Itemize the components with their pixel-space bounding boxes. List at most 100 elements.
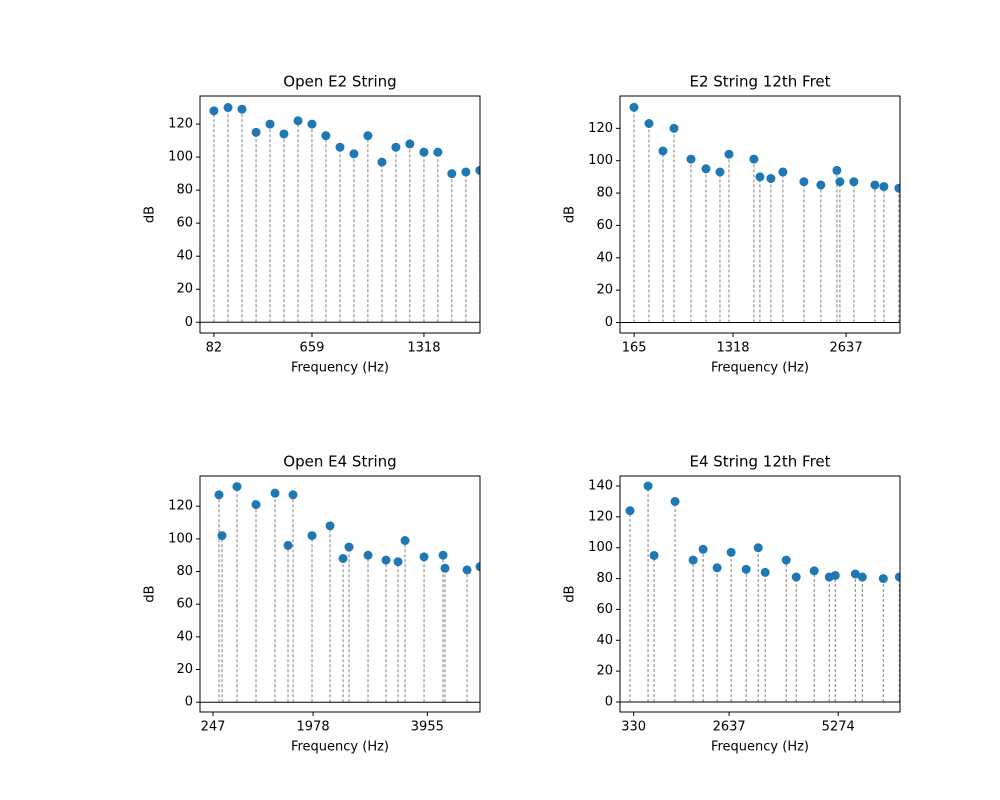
x-axis-label: Frequency (Hz) xyxy=(291,361,389,376)
chart-title: Open E4 String xyxy=(283,453,396,471)
y-tick-label: 60 xyxy=(596,602,613,617)
y-tick-label: 80 xyxy=(596,186,613,201)
y-tick-label: 20 xyxy=(176,662,193,677)
point xyxy=(850,569,860,579)
point xyxy=(755,172,765,182)
point xyxy=(879,182,889,192)
point xyxy=(658,146,668,156)
chart-title: E2 String 12th Fret xyxy=(689,73,830,91)
y-tick-label: 60 xyxy=(176,216,193,231)
point xyxy=(232,482,242,492)
point xyxy=(701,164,711,174)
axes-frame xyxy=(199,475,481,713)
point xyxy=(400,536,410,546)
point xyxy=(870,180,880,190)
y-tick-label: 100 xyxy=(588,153,613,168)
point xyxy=(724,149,734,159)
x-axis-label: Frequency (Hz) xyxy=(711,740,809,755)
point xyxy=(799,177,809,187)
y-tick-label: 20 xyxy=(176,282,193,297)
y-tick-label: 120 xyxy=(168,499,193,514)
y-tick-label: 0 xyxy=(605,694,613,709)
point xyxy=(878,574,888,584)
y-tick-label: 0 xyxy=(185,315,193,330)
x-tick-label: 2637 xyxy=(713,720,746,735)
y-tick-label: 0 xyxy=(185,695,193,710)
point xyxy=(816,180,826,190)
point xyxy=(715,167,725,177)
y-tick-label: 120 xyxy=(588,121,613,136)
point xyxy=(270,488,280,498)
x-tick-label: 1318 xyxy=(407,341,440,356)
point xyxy=(433,147,443,157)
point xyxy=(307,531,317,541)
plot-area xyxy=(200,103,480,323)
point xyxy=(894,183,900,193)
point xyxy=(766,174,776,184)
chart-title: E4 String 12th Fret xyxy=(689,453,830,471)
y-tick-label: 120 xyxy=(168,117,193,132)
point xyxy=(781,555,791,565)
point xyxy=(741,564,751,574)
point xyxy=(649,550,659,560)
point xyxy=(363,131,373,141)
axes-frame xyxy=(199,95,481,334)
point xyxy=(688,555,698,565)
point xyxy=(251,127,261,137)
point xyxy=(363,550,373,560)
point xyxy=(214,490,224,500)
x-tick-label: 1318 xyxy=(716,341,749,356)
point xyxy=(438,550,448,560)
point xyxy=(462,565,472,575)
y-tick-label: 100 xyxy=(588,540,613,555)
y-tick-label: 40 xyxy=(176,629,193,644)
point xyxy=(440,563,450,573)
point xyxy=(223,103,233,113)
point xyxy=(251,500,261,510)
point xyxy=(753,543,763,553)
axes-frame xyxy=(619,95,901,334)
point xyxy=(461,167,471,177)
y-tick-label: 20 xyxy=(596,664,613,679)
subplot: E4 String 12th Fret Frequency (Hz) dB 0 20 40… xyxy=(563,453,901,755)
point xyxy=(265,119,275,129)
point xyxy=(670,496,680,506)
point xyxy=(698,544,708,554)
plot-area xyxy=(620,102,900,323)
chart-title: Open E2 String xyxy=(283,73,396,91)
point xyxy=(669,123,679,133)
point xyxy=(325,521,335,531)
point xyxy=(625,506,635,516)
point xyxy=(832,165,842,175)
y-axis-label: dB xyxy=(143,206,158,223)
x-tick-label: 1978 xyxy=(297,720,330,735)
point xyxy=(447,169,457,179)
point xyxy=(288,490,298,500)
point xyxy=(629,102,639,112)
point xyxy=(686,154,696,164)
x-axis-label: Frequency (Hz) xyxy=(711,361,809,376)
point xyxy=(209,106,219,116)
x-tick-label: 165 xyxy=(622,341,647,356)
x-tick-label: 659 xyxy=(300,341,325,356)
point xyxy=(809,566,819,576)
point xyxy=(283,540,293,550)
x-axis-label: Frequency (Hz) xyxy=(291,740,389,755)
y-tick-label: 140 xyxy=(588,479,613,494)
x-tick-label: 5274 xyxy=(822,720,855,735)
point xyxy=(749,154,759,164)
point xyxy=(419,552,429,562)
point xyxy=(335,142,345,152)
point xyxy=(849,177,859,187)
point xyxy=(835,177,845,187)
point xyxy=(381,555,391,565)
point xyxy=(643,481,653,491)
point xyxy=(349,149,359,159)
y-tick-label: 120 xyxy=(588,509,613,524)
x-tick-label: 82 xyxy=(206,341,223,356)
point xyxy=(393,557,403,567)
y-tick-label: 80 xyxy=(176,183,193,198)
point xyxy=(405,139,415,149)
y-tick-label: 60 xyxy=(176,597,193,612)
point xyxy=(760,567,770,577)
